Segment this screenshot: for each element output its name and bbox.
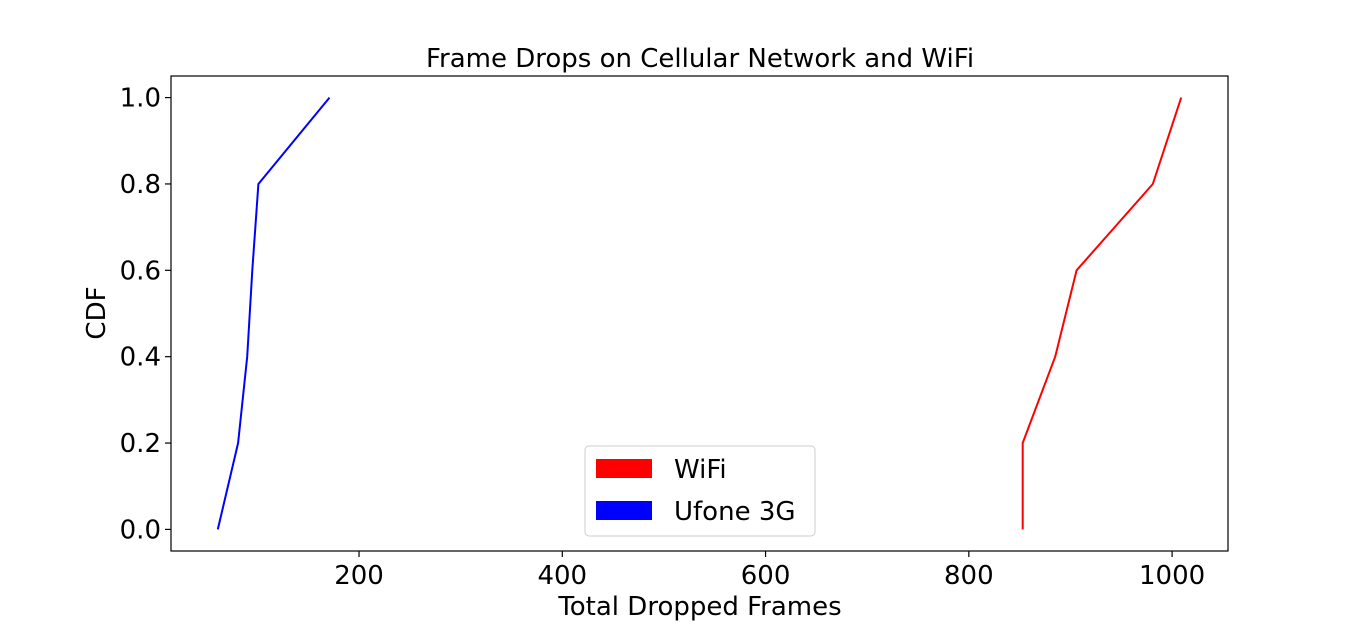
y-axis: 0.0 0.2 0.4 0.6 0.8 1.0 bbox=[120, 84, 171, 545]
legend-swatch-1 bbox=[596, 459, 652, 478]
series-line-1 bbox=[1021, 97, 1183, 530]
x-axis-label: Total Dropped Frames bbox=[557, 592, 841, 622]
plot-area bbox=[216, 96, 1183, 530]
y-tick-label: 0.6 bbox=[120, 256, 161, 286]
y-axis-label: CDF bbox=[82, 286, 112, 339]
x-tick-label: 1000 bbox=[1139, 561, 1205, 591]
x-axis: 200 400 600 800 1000 bbox=[334, 551, 1205, 591]
x-tick-label: 200 bbox=[334, 561, 384, 591]
y-tick-label: 0.0 bbox=[120, 515, 161, 545]
series-line-2 bbox=[216, 96, 331, 530]
y-tick-label: 0.4 bbox=[120, 343, 161, 373]
legend-label-1: WiFi bbox=[674, 455, 727, 485]
legend-swatch-2 bbox=[596, 501, 652, 520]
y-tick-label: 1.0 bbox=[120, 84, 161, 114]
x-tick-label: 400 bbox=[537, 561, 587, 591]
x-tick-label: 800 bbox=[944, 561, 994, 591]
legend: WiFi Ufone 3G bbox=[584, 445, 816, 537]
y-tick-label: 0.2 bbox=[120, 429, 161, 459]
legend-label-2: Ufone 3G bbox=[674, 497, 796, 527]
plot-frame bbox=[170, 75, 1229, 552]
y-tick-label: 0.8 bbox=[120, 170, 161, 200]
chart-title: Frame Drops on Cellular Network and WiFi bbox=[426, 44, 974, 74]
x-tick-label: 600 bbox=[741, 561, 791, 591]
